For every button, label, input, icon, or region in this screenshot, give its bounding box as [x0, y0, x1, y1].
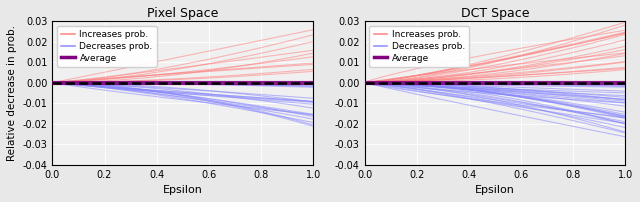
Y-axis label: Relative decrease in prob.: Relative decrease in prob.: [7, 25, 17, 161]
Legend: Increases prob., Decreases prob., Average: Increases prob., Decreases prob., Averag…: [57, 26, 157, 67]
Legend: Increases prob., Decreases prob., Average: Increases prob., Decreases prob., Averag…: [369, 26, 469, 67]
Title: Pixel Space: Pixel Space: [147, 7, 218, 20]
X-axis label: Epsilon: Epsilon: [163, 185, 203, 195]
X-axis label: Epsilon: Epsilon: [475, 185, 515, 195]
Title: DCT Space: DCT Space: [461, 7, 529, 20]
